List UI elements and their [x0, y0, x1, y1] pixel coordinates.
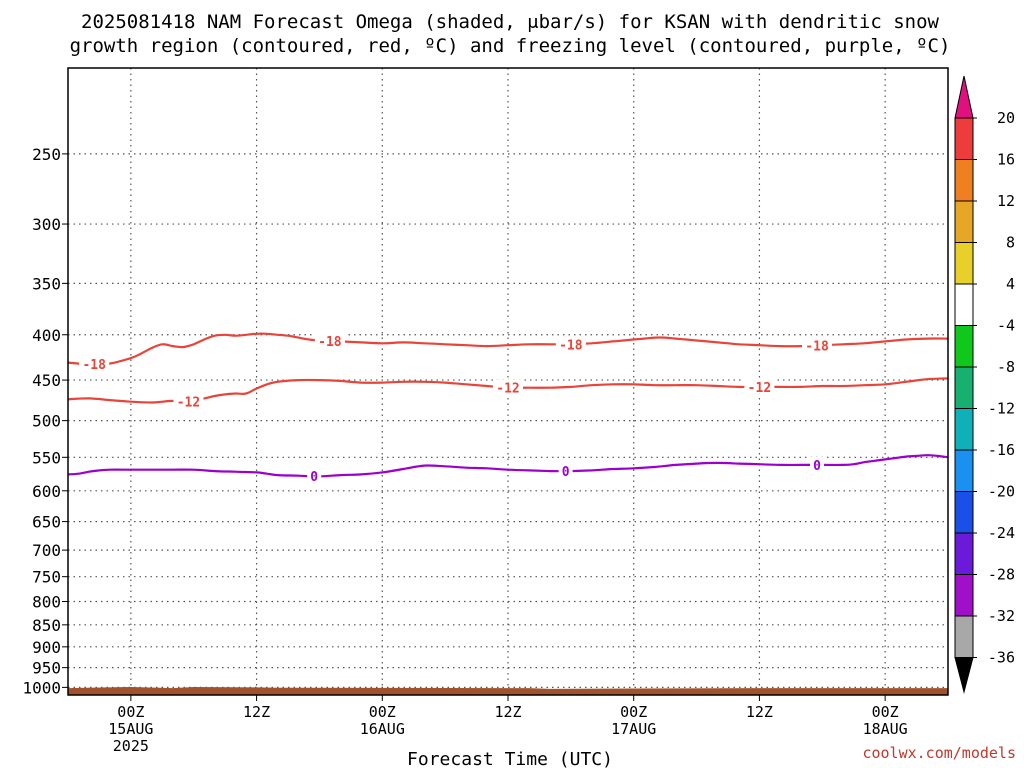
contour-label: -12 — [496, 382, 519, 397]
colorbar: 20 16 12 8 4 -4 -8 -12 -16 -20 -24 -28 -32 -36 — [954, 75, 1015, 694]
y-tick-label: 750 — [32, 568, 61, 587]
contour-label-bg — [802, 337, 833, 353]
contour-label-bg — [558, 463, 573, 479]
colorbar-swatch — [954, 615, 974, 658]
x-tick-label: 17AUG — [611, 720, 656, 738]
contour-label: 0 — [310, 470, 318, 485]
y-tick-label: 650 — [32, 513, 61, 532]
colorbar-swatch — [954, 366, 974, 409]
colorbar-label: 4 — [1006, 275, 1015, 293]
y-tick-label: 300 — [32, 215, 61, 234]
credit-text: coolwx.com/models — [862, 744, 1016, 762]
y-tick-label: 850 — [32, 616, 61, 635]
chart-title: 2025081418 NAM Forecast Omega (shaded, μ… — [70, 11, 951, 57]
title-line-2: growth region (contoured, red, ºC) and f… — [70, 35, 951, 57]
contour-label: -12 — [177, 395, 200, 410]
contour-label: -18 — [805, 339, 829, 354]
colorbar-swatch — [954, 283, 974, 326]
contour-label-bg — [810, 456, 825, 472]
y-tick-label: 700 — [32, 541, 61, 560]
colorbar-label: -24 — [988, 524, 1015, 542]
colorbar-swatch — [954, 408, 974, 451]
y-tick-label: 600 — [32, 482, 61, 501]
colorbar-label: 16 — [997, 151, 1015, 169]
contour-label-bg — [493, 379, 523, 395]
contour-label-bg — [307, 468, 322, 484]
x-tick-label: 12Z — [494, 703, 521, 721]
contour-layer: -18 -18 -18 -18 -12 -12 -12 0 0 0 — [67, 332, 949, 485]
contour-label: 0 — [813, 459, 821, 474]
contour-line — [67, 454, 949, 478]
colorbar-swatch — [954, 200, 974, 243]
colorbar-swatch — [954, 449, 974, 492]
contour-line — [67, 332, 949, 366]
colorbar-label: -4 — [997, 317, 1015, 335]
x-tick-label: 00Z — [620, 703, 647, 721]
y-axis: 250 300 350 400 450 500 550 600 650 700 750 800 850 9… — [22, 145, 68, 697]
colorbar-label: 20 — [997, 109, 1015, 127]
ground-layer — [68, 687, 948, 695]
contour-label: -18 — [82, 358, 106, 373]
x-tick-label: 12Z — [243, 703, 270, 721]
colorbar-swatch — [954, 117, 974, 160]
y-tick-label: 350 — [32, 274, 61, 293]
colorbar-label: 8 — [1006, 234, 1015, 252]
colorbar-bottom-arrow — [954, 657, 974, 694]
colorbar-swatch — [954, 574, 974, 617]
contour-label: -18 — [559, 338, 583, 353]
y-tick-label: 450 — [32, 371, 61, 390]
y-tick-label: 800 — [32, 593, 61, 612]
y-tick-label: 400 — [32, 326, 61, 345]
y-tick-label: 500 — [32, 412, 61, 431]
contour-label-bg — [79, 356, 110, 372]
colorbar-swatch — [954, 242, 974, 285]
colorbar-top-arrow — [954, 75, 974, 119]
colorbar-label: -20 — [988, 483, 1015, 501]
x-tick-label: 18AUG — [863, 720, 908, 738]
x-tick-label: 16AUG — [360, 720, 405, 738]
y-tick-label: 950 — [32, 659, 61, 678]
x-tick-label: 00Z — [117, 703, 144, 721]
x-tick-label: 2025 — [113, 737, 149, 755]
x-tick-label: 00Z — [872, 703, 899, 721]
colorbar-swatch — [954, 159, 974, 202]
x-axis-label: Forecast Time (UTC) — [407, 749, 613, 768]
ground-surface — [68, 687, 948, 695]
contour-label: -12 — [748, 381, 771, 396]
contour-label-bg — [173, 393, 204, 409]
contour-label-bg — [744, 378, 775, 394]
title-line-1: 2025081418 NAM Forecast Omega (shaded, μ… — [81, 11, 939, 33]
colorbar-label: -12 — [988, 400, 1015, 418]
colorbar-swatch — [954, 491, 974, 534]
colorbar-label: -28 — [988, 566, 1015, 584]
colorbar-swatch — [954, 325, 974, 368]
contour-label-bg — [555, 336, 586, 352]
y-tick-label: 900 — [32, 638, 61, 657]
colorbar-label: -36 — [988, 649, 1015, 667]
colorbar-label: -16 — [988, 441, 1015, 459]
y-tick-label: 550 — [32, 448, 61, 467]
contour-label: 0 — [562, 465, 570, 480]
plot-area — [68, 68, 948, 695]
x-tick-label: 15AUG — [108, 720, 153, 738]
y-tick-label: 1000 — [22, 678, 61, 697]
x-tick-label: 12Z — [746, 703, 773, 721]
contour-label-bg — [314, 332, 345, 348]
colorbar-swatch — [954, 532, 974, 575]
colorbar-label: 12 — [997, 192, 1015, 210]
colorbar-label: -8 — [997, 358, 1015, 376]
contour-label: -18 — [318, 335, 342, 350]
colorbar-label: -32 — [988, 607, 1015, 625]
y-tick-label: 250 — [32, 145, 61, 164]
x-tick-label: 00Z — [369, 703, 396, 721]
